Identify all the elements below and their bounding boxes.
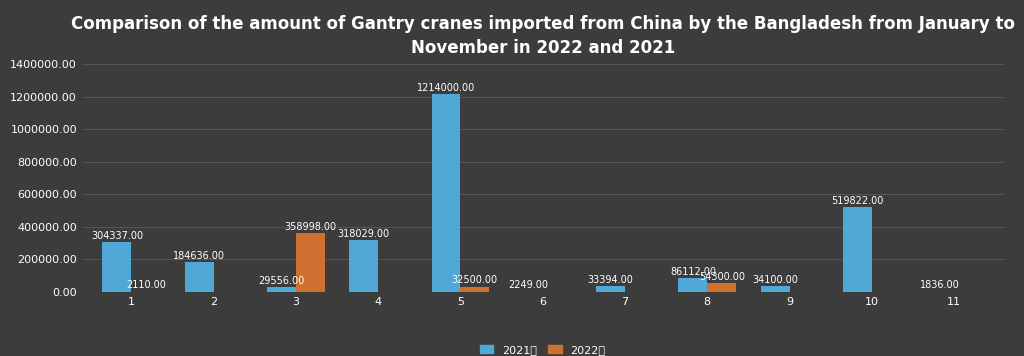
Text: 34100.00: 34100.00	[753, 275, 798, 285]
Title: Comparison of the amount of Gantry cranes imported from China by the Bangladesh : Comparison of the amount of Gantry crane…	[71, 15, 1015, 57]
Bar	[461, 287, 489, 292]
Bar	[102, 242, 131, 292]
Bar	[432, 94, 461, 292]
Text: 1214000.00: 1214000.00	[417, 83, 475, 93]
Text: 54300.00: 54300.00	[698, 272, 744, 282]
Text: 29556.00: 29556.00	[258, 276, 304, 286]
Text: 86112.00: 86112.00	[670, 267, 716, 277]
Text: 1836.00: 1836.00	[920, 280, 959, 290]
Bar	[679, 278, 708, 292]
Text: 2110.00: 2110.00	[126, 280, 166, 290]
Text: 33394.00: 33394.00	[588, 275, 634, 285]
Bar	[349, 240, 378, 292]
Legend: 2021年, 2022年: 2021年, 2022年	[475, 340, 610, 356]
Text: 358998.00: 358998.00	[285, 222, 336, 232]
Bar	[267, 287, 296, 292]
Bar	[184, 262, 214, 292]
Text: 32500.00: 32500.00	[452, 275, 498, 285]
Bar	[761, 286, 790, 292]
Bar	[708, 283, 736, 292]
Text: 2249.00: 2249.00	[508, 280, 548, 290]
Bar	[843, 207, 871, 292]
Text: 519822.00: 519822.00	[831, 196, 884, 206]
Text: 184636.00: 184636.00	[173, 251, 225, 261]
Bar	[596, 287, 625, 292]
Text: 318029.00: 318029.00	[338, 229, 390, 239]
Bar	[296, 234, 325, 292]
Text: 304337.00: 304337.00	[91, 231, 143, 241]
